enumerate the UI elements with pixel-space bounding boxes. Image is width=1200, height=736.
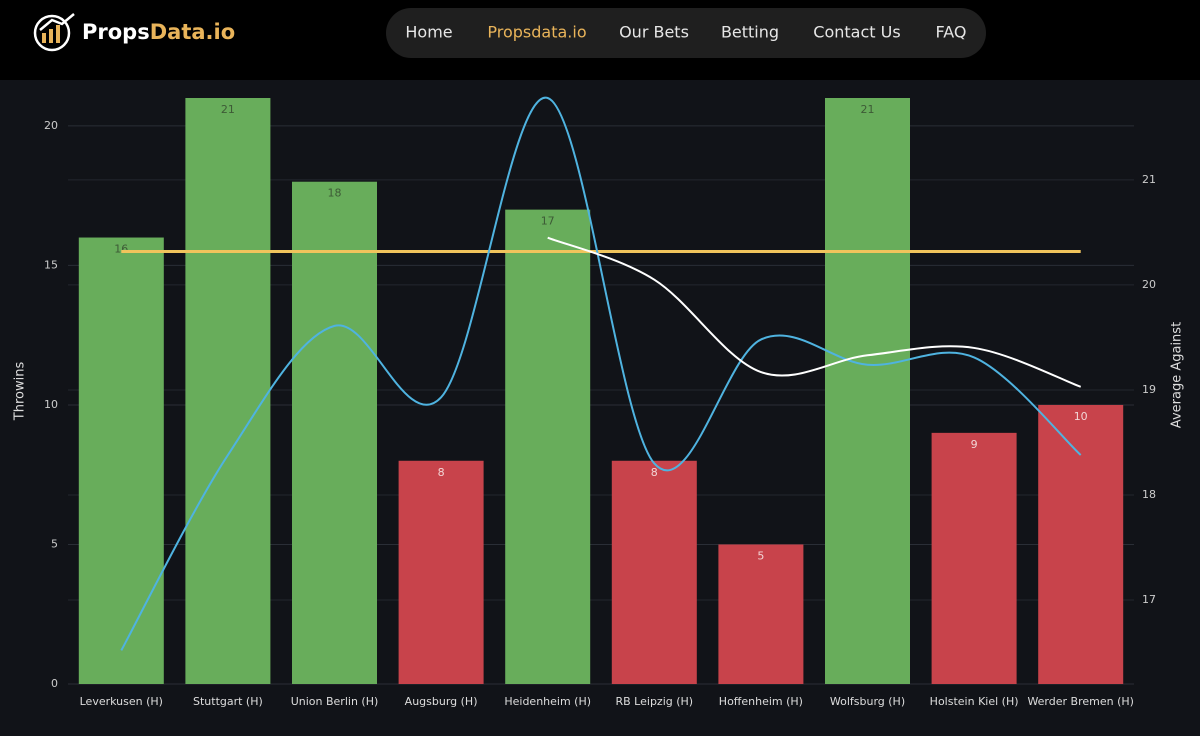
y-tick-label: 20 bbox=[44, 119, 58, 132]
y-axis-label: Throwins bbox=[13, 362, 28, 422]
y-tick-label: 10 bbox=[44, 398, 58, 411]
y2-tick-label: 21 bbox=[1142, 173, 1156, 186]
nav-link[interactable]: FAQ bbox=[936, 23, 967, 42]
x-tick-label: Holstein Kiel (H) bbox=[930, 695, 1019, 708]
y2-tick-label: 17 bbox=[1142, 593, 1156, 606]
bar-value-label: 17 bbox=[541, 215, 555, 228]
bar bbox=[505, 209, 591, 684]
logo-icon bbox=[33, 14, 71, 52]
bar bbox=[825, 98, 910, 684]
plot: 0 5 10 15 20 17 18 19 20 21 Throwins Average Agains… bbox=[13, 96, 1185, 708]
bar-value-label: 8 bbox=[438, 466, 445, 479]
x-tick-label: Hoffenheim (H) bbox=[719, 695, 803, 708]
logo-icon-arrow bbox=[39, 13, 75, 31]
chart-background bbox=[0, 80, 1200, 732]
bar bbox=[1038, 404, 1124, 684]
logo-part: Data.io bbox=[150, 20, 235, 44]
bar-value-label: 10 bbox=[1074, 410, 1088, 423]
logo-icon-bar bbox=[49, 29, 53, 43]
x-tick-label: Stuttgart (H) bbox=[193, 695, 263, 708]
x-tick-label: Werder Bremen (H) bbox=[1027, 695, 1134, 708]
logo-part: Props bbox=[82, 20, 150, 44]
bar-value-label: 5 bbox=[757, 549, 764, 562]
bar-value-label: 18 bbox=[328, 187, 342, 200]
x-tick-label: Union Berlin (H) bbox=[291, 695, 379, 708]
y2-tick-label: 20 bbox=[1142, 278, 1156, 291]
nav-link[interactable]: Propsdata.io bbox=[487, 23, 586, 42]
line bbox=[120, 96, 1082, 651]
logo-text: PropsData.io bbox=[82, 20, 235, 44]
x-tick-label: Heidenheim (H) bbox=[504, 695, 591, 708]
bar-value-label: 21 bbox=[861, 103, 875, 116]
y-tick-label: 15 bbox=[44, 258, 58, 271]
bar bbox=[718, 544, 804, 684]
y2-axis-label: Average Against bbox=[1170, 322, 1185, 428]
bar bbox=[185, 98, 271, 684]
x-tick-label: Wolfsburg (H) bbox=[830, 695, 905, 708]
y2-tick-label: 19 bbox=[1142, 383, 1156, 396]
x-tick-label: RB Leipzig (H) bbox=[616, 695, 694, 708]
bar bbox=[611, 460, 697, 684]
y-tick-label: 5 bbox=[51, 537, 58, 550]
nav-link[interactable]: Betting bbox=[721, 23, 779, 42]
y2-tick-label: 18 bbox=[1142, 488, 1156, 501]
bar bbox=[292, 181, 377, 684]
bar bbox=[398, 460, 484, 684]
logo-icon-bar bbox=[42, 33, 46, 43]
nav-link[interactable]: Our Bets bbox=[619, 23, 689, 42]
x-tick-label: Augsburg (H) bbox=[405, 695, 478, 708]
nav: Home Propsdata.io Our Bets Betting Contact U… bbox=[405, 23, 966, 42]
y-tick-label: 0 bbox=[51, 677, 58, 690]
logo[interactable]: PropsData.io bbox=[33, 13, 235, 52]
nav-link[interactable]: Contact Us bbox=[813, 23, 900, 42]
line bbox=[547, 236, 1082, 388]
bar bbox=[931, 432, 1017, 684]
bar-value-label: 16 bbox=[114, 243, 128, 256]
bar-value-label: 8 bbox=[651, 466, 658, 479]
logo-icon-bar bbox=[56, 25, 60, 43]
nav-pill bbox=[386, 8, 986, 58]
bar-value-label: 9 bbox=[971, 438, 978, 451]
bar-value-label: 21 bbox=[221, 103, 235, 116]
nav-link[interactable]: Home bbox=[405, 23, 452, 42]
x-tick-label: Leverkusen (H) bbox=[80, 695, 163, 708]
bar bbox=[78, 237, 164, 684]
